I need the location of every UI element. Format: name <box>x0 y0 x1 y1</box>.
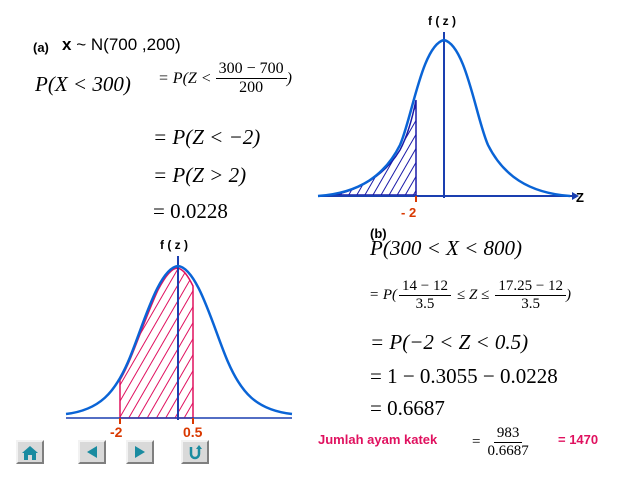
top-graph-xlabel: Z <box>576 190 584 205</box>
a-line4: = 0.0228 <box>153 199 228 223</box>
bottom-graph-ylabel: f ( z ) <box>160 238 188 252</box>
top-graph-tick-label: - 2 <box>401 205 417 220</box>
top-shaded-tail <box>332 99 417 196</box>
a-line3: = P(Z > 2) <box>153 163 247 187</box>
previous-button[interactable] <box>78 440 106 464</box>
result-fraction: 983 0.6687 <box>484 425 531 461</box>
random-variable: x <box>62 35 72 54</box>
b-line2-fraction2: 17.25 − 12 3.5 <box>495 278 567 314</box>
b-line2-close: ) <box>566 287 572 304</box>
a-line1-eq: = P(Z < <box>158 69 212 87</box>
a-line1-close: ) <box>286 69 292 87</box>
b-line2-mid: ≤ Z ≤ <box>457 287 490 304</box>
result-answer: = 1470 <box>558 432 599 447</box>
b-line2-numerator1: 14 − 12 <box>399 278 451 297</box>
b-line5: = 0.6687 <box>370 396 445 420</box>
distribution-params: N(700 ,200) <box>90 35 181 54</box>
a-line1-rhs: = P(Z < 300 − 700 200 ) <box>158 60 292 98</box>
b-line3: = P(−2 < Z < 0.5) <box>370 330 529 354</box>
result-denominator: 0.6687 <box>487 443 529 460</box>
home-button[interactable] <box>16 440 44 464</box>
part-a-label: (a) <box>33 40 49 55</box>
b-line2-fraction1: 14 − 12 3.5 <box>399 278 451 314</box>
a-line1-numerator: 300 − 700 <box>215 60 287 80</box>
next-button[interactable] <box>126 440 154 464</box>
b-line2: = P( 14 − 12 3.5 ≤ Z ≤ 17.25 − 12 3.5 ) <box>369 278 571 314</box>
part-b-label: (b) <box>370 226 387 241</box>
top-bell-curve <box>317 38 571 198</box>
b-line1: P(300 < X < 800) <box>370 236 522 260</box>
b-line4: = 1 − 0.3055 − 0.0228 <box>370 364 558 388</box>
prev-arrow-icon <box>87 446 97 458</box>
b-line2-numerator2: 17.25 − 12 <box>495 278 567 297</box>
bottom-tick-right-label: 0.5 <box>183 424 203 440</box>
a-line1-fraction: 300 − 700 200 <box>215 60 287 98</box>
result-eq: = <box>472 434 481 451</box>
result-fraction-group: = 983 0.6687 <box>472 425 532 461</box>
a-line2: = P(Z < −2) <box>153 125 261 149</box>
b-line2-denominator1: 3.5 <box>415 296 435 313</box>
distribution-statement: x ~ N(700 ,200) <box>62 35 181 55</box>
tilde-symbol: ~ <box>76 35 87 54</box>
a-line1-denominator: 200 <box>239 79 264 97</box>
return-icon <box>189 445 202 460</box>
result-label: Jumlah ayam katek <box>318 432 438 447</box>
next-arrow-icon <box>135 446 145 458</box>
return-button[interactable] <box>181 440 209 464</box>
a-line1-lhs: P(X < 300) <box>35 72 131 96</box>
b-line2-open: = P( <box>369 287 398 304</box>
top-graph-x-arrow <box>572 192 579 200</box>
b-line2-denominator2: 3.5 <box>521 296 541 313</box>
bottom-bell-curve <box>65 264 293 416</box>
bottom-tick-left-label: -2 <box>110 424 123 440</box>
top-graph-ylabel: f ( z ) <box>428 14 456 28</box>
result-numerator: 983 <box>493 425 523 444</box>
home-icon <box>22 446 38 460</box>
